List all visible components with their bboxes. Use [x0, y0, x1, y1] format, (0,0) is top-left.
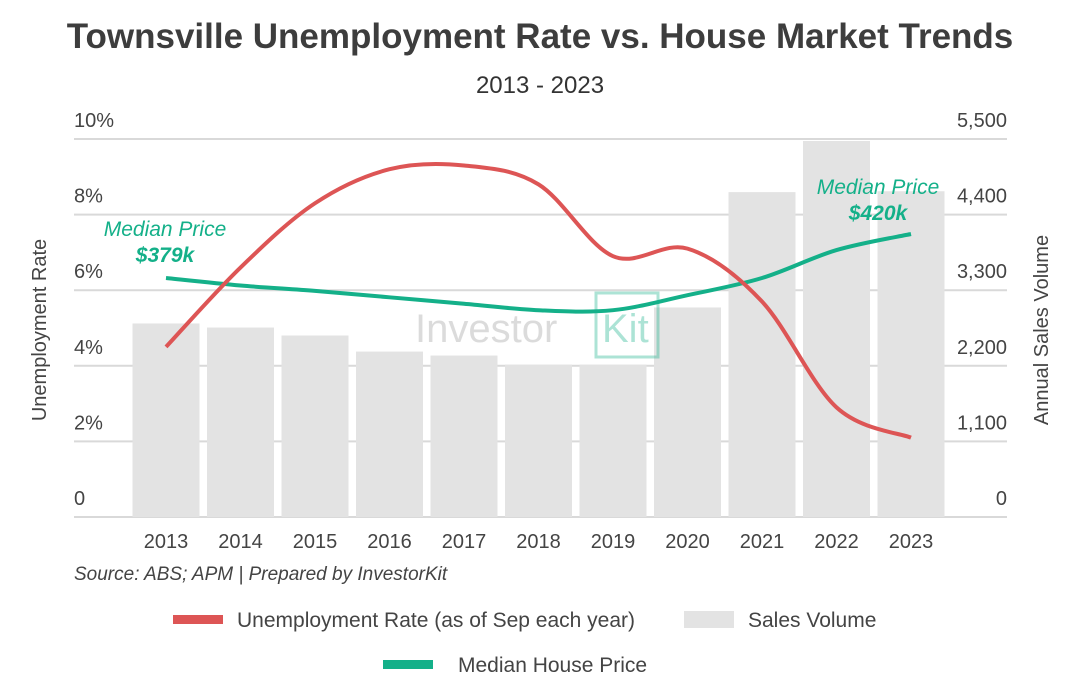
- legend-swatch-unemployment: [173, 615, 223, 624]
- y-tick-label: 8%: [74, 186, 103, 208]
- watermark-box: [594, 291, 660, 359]
- y2-tick-label: 1,100: [957, 412, 1007, 434]
- bar-sales-2023: [877, 191, 945, 517]
- y2-tick-label: 4,400: [957, 186, 1007, 208]
- bar-sales-2016: [356, 351, 423, 517]
- x-tick-label: 2023: [889, 531, 934, 553]
- y-tick-label: 10%: [74, 110, 114, 132]
- legend-label-unemployment: Unemployment Rate (as of Sep each year): [237, 609, 635, 632]
- y-tick-label: 0: [74, 488, 85, 510]
- annotation-start-value: $379k: [135, 244, 196, 267]
- legend-label-sales: Sales Volume: [748, 609, 876, 632]
- x-tick-label: 2019: [591, 531, 636, 553]
- annotation-start-label: Median Price: [104, 218, 227, 241]
- line-unemployment: [164, 161, 912, 440]
- line-median-price: [165, 232, 912, 314]
- y2-tick-label: 0: [996, 488, 1007, 510]
- x-tick-label: 2017: [442, 531, 487, 553]
- y-tick-label: 4%: [74, 337, 103, 359]
- chart-subtitle: 2013 - 2023: [476, 72, 604, 99]
- y2-tick-label: 2,200: [957, 337, 1007, 359]
- annotation-end-label: Median Price: [817, 176, 940, 199]
- bar-sales-2018: [505, 364, 572, 517]
- bar-sales-2020: [654, 307, 721, 517]
- y-tick-label: 6%: [74, 261, 103, 283]
- x-tick-label: 2013: [144, 531, 189, 553]
- y2-axis-label: Annual Sales Volume: [1031, 235, 1053, 425]
- x-tick-label: 2018: [516, 531, 561, 553]
- watermark-text: Investor: [415, 307, 557, 351]
- x-tick-label: 2016: [367, 531, 412, 553]
- y-tick-label: 2%: [74, 412, 103, 434]
- watermark: Investor Kit: [415, 291, 660, 359]
- chart-title: Townsville Unemployment Rate vs. House M…: [67, 17, 1014, 56]
- bar-sales-2019: [579, 364, 647, 517]
- legend-label-price: Median House Price: [458, 654, 647, 677]
- y-axis-label: Unemployment Rate: [29, 239, 51, 421]
- y2-tick-label: 3,300: [957, 261, 1007, 283]
- x-tick-label: 2022: [814, 531, 859, 553]
- bar-sales-2021: [728, 192, 796, 518]
- x-tick-label: 2020: [665, 531, 710, 553]
- annotation-end-value: $420k: [848, 202, 909, 225]
- legend-swatch-price: [383, 660, 433, 669]
- legend-swatch-sales: [684, 611, 734, 628]
- bar-sales-2015: [281, 335, 349, 517]
- x-tick-label: 2014: [218, 531, 263, 553]
- source-note: Source: ABS; APM | Prepared by InvestorK…: [74, 564, 448, 585]
- x-tick-label: 2015: [293, 531, 338, 553]
- bar-sales-2013: [132, 323, 200, 517]
- bar-sales-2022: [803, 140, 870, 517]
- legend: Unemployment Rate (as of Sep each year) …: [173, 609, 876, 677]
- x-tick-label: 2021: [740, 531, 785, 553]
- bar-sales-2017: [430, 355, 498, 517]
- y2-tick-label: 5,500: [957, 110, 1007, 132]
- bar-sales-2014: [207, 327, 274, 517]
- watermark-kit: Kit: [602, 307, 649, 351]
